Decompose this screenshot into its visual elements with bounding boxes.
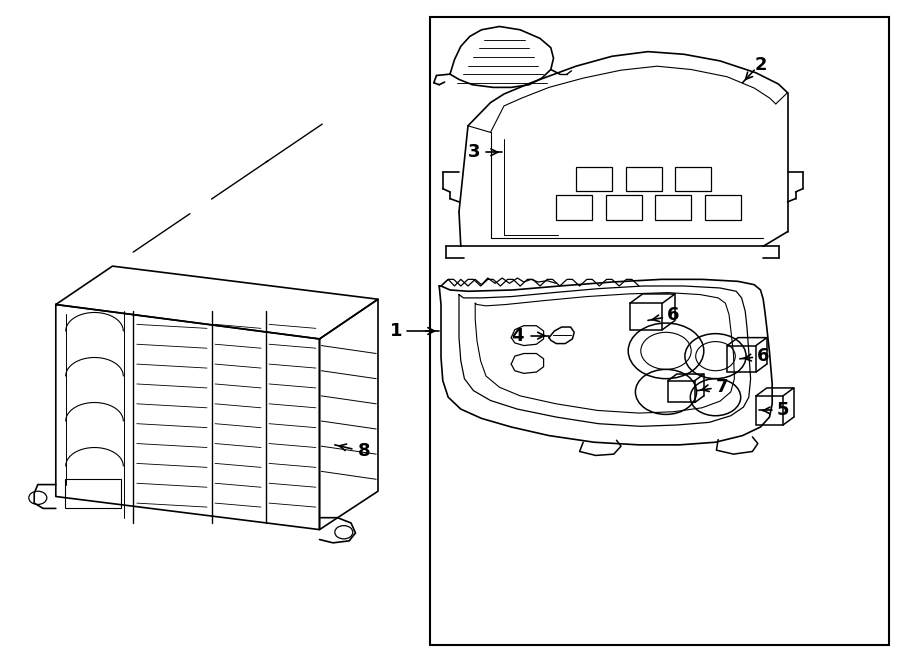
- Text: 6: 6: [757, 347, 770, 365]
- Bar: [675, 167, 711, 191]
- Text: 5: 5: [777, 401, 789, 420]
- Text: 2: 2: [754, 56, 767, 74]
- Bar: [626, 167, 662, 191]
- Text: 7: 7: [716, 377, 728, 396]
- Text: 6: 6: [667, 306, 680, 324]
- Bar: [606, 195, 642, 220]
- Bar: [727, 346, 756, 372]
- Bar: [705, 195, 741, 220]
- Text: 8: 8: [358, 442, 371, 461]
- Bar: [668, 381, 695, 402]
- Text: 4: 4: [511, 326, 524, 345]
- Bar: [630, 303, 662, 330]
- Bar: [65, 479, 121, 508]
- Bar: [655, 195, 691, 220]
- Text: 1: 1: [390, 322, 402, 340]
- Bar: [576, 167, 612, 191]
- Bar: [430, 17, 889, 645]
- Text: 3: 3: [468, 143, 481, 162]
- Bar: [556, 195, 592, 220]
- Bar: [756, 396, 783, 425]
